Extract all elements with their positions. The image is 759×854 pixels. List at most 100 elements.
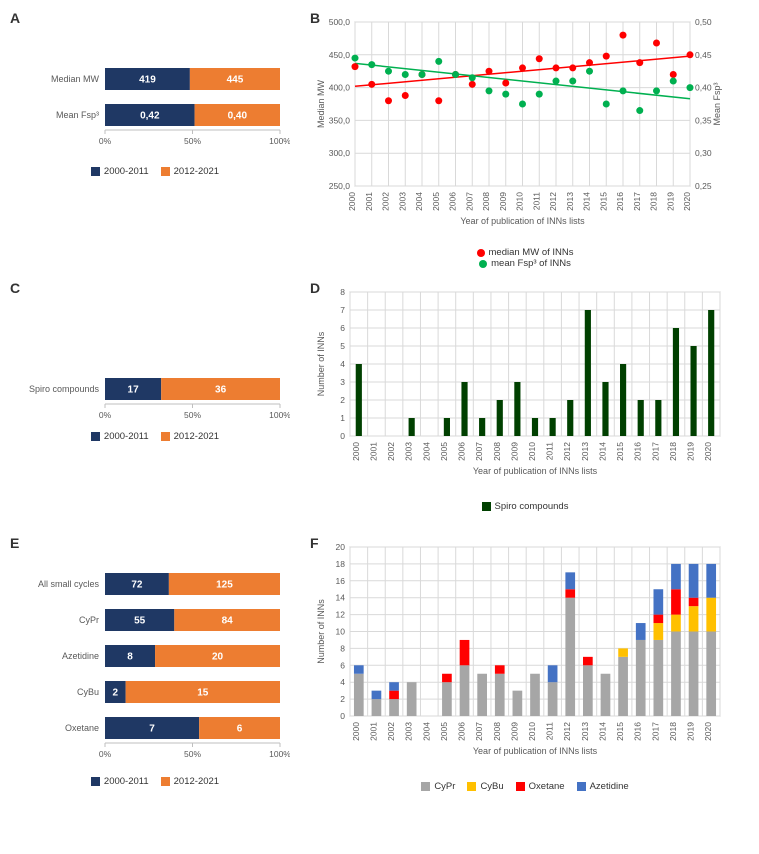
panel: B250,0300,0350,0400,0450,0500,00,250,300… xyxy=(310,10,740,270)
legend-text: CyBu xyxy=(480,781,503,792)
x-tick: 2011 xyxy=(531,192,541,211)
point-red xyxy=(553,64,560,71)
legend-text: Spiro compounds xyxy=(495,501,569,512)
row-label: Spiro compounds xyxy=(29,384,100,394)
legend-item: CyPr xyxy=(421,781,455,792)
x-tick: 2018 xyxy=(649,192,659,211)
x-tick: 2017 xyxy=(632,192,642,211)
y-tick-right: 0,25 xyxy=(695,181,712,191)
x-tick: 100% xyxy=(269,136,290,146)
bar-segment xyxy=(706,598,716,632)
x-tick: 2017 xyxy=(650,722,660,741)
point-green xyxy=(435,58,442,65)
point-red xyxy=(620,32,627,39)
x-tick: 2008 xyxy=(492,722,502,741)
x-tick: 2018 xyxy=(668,722,678,741)
x-tick: 2016 xyxy=(615,192,625,211)
legend-item: 2012-2021 xyxy=(161,166,219,177)
legend-swatch xyxy=(421,782,430,791)
point-red xyxy=(569,64,576,71)
point-green xyxy=(452,71,459,78)
legend-item: 2000-2011 xyxy=(91,431,149,442)
row-label: Median MW xyxy=(51,74,100,84)
x-tick: 50% xyxy=(184,410,201,420)
x-tick: 2009 xyxy=(498,192,508,211)
point-green xyxy=(553,78,560,85)
x-tick: 2001 xyxy=(368,442,378,461)
bar-segment xyxy=(653,589,663,614)
panel: D012345678200020012002200320042005200620… xyxy=(310,280,740,525)
legend-text: 2012-2021 xyxy=(174,776,219,787)
bar-segment xyxy=(689,632,699,717)
bar xyxy=(602,382,608,436)
x-tick: 2020 xyxy=(703,722,713,741)
bar-value: 20 xyxy=(212,652,224,663)
x-tick: 2000 xyxy=(351,722,361,741)
x-tick: 2002 xyxy=(381,192,391,211)
legend-item: CyBu xyxy=(467,781,503,792)
legend-item: 2000-2011 xyxy=(91,776,149,787)
x-tick: 2014 xyxy=(597,442,607,461)
legend-item: 2012-2021 xyxy=(161,431,219,442)
panel-label: A xyxy=(10,10,20,26)
point-red xyxy=(519,64,526,71)
bar-value: 55 xyxy=(134,616,146,627)
bar-segment xyxy=(671,632,681,717)
x-tick: 2015 xyxy=(615,442,625,461)
x-tick: 2005 xyxy=(431,192,441,211)
x-tick: 2013 xyxy=(580,722,590,741)
legend-item: median MW of INNs xyxy=(310,247,740,258)
bar-value: 7 xyxy=(149,724,155,735)
legend-dot xyxy=(477,249,485,257)
bar-segment xyxy=(671,564,681,589)
bar-segment xyxy=(583,657,593,665)
point-red xyxy=(586,59,593,66)
bar-segment xyxy=(565,572,575,589)
x-tick: 2011 xyxy=(545,722,555,741)
point-red xyxy=(687,51,694,58)
point-red xyxy=(603,53,610,60)
x-tick: 50% xyxy=(184,136,201,146)
bar-segment xyxy=(565,598,575,716)
point-red xyxy=(402,92,409,99)
bar-value: 6 xyxy=(237,724,243,735)
x-tick: 0% xyxy=(99,749,112,759)
legend-swatch xyxy=(91,167,100,176)
x-tick: 2008 xyxy=(492,442,502,461)
y-tick: 4 xyxy=(340,359,345,369)
x-tick: 2007 xyxy=(474,442,484,461)
x-tick: 2014 xyxy=(597,722,607,741)
y-label-right: Mean Fsp³ xyxy=(712,82,722,125)
y-tick-left: 300,0 xyxy=(329,148,351,158)
x-tick: 2002 xyxy=(386,722,396,741)
point-green xyxy=(670,78,677,85)
bar xyxy=(585,310,591,436)
y-tick: 6 xyxy=(340,323,345,333)
bar-segment xyxy=(653,623,663,640)
legend-item: 2012-2021 xyxy=(161,776,219,787)
bar-segment xyxy=(389,699,399,716)
x-label: Year of publication of INNs lists xyxy=(460,216,585,226)
legend-swatch xyxy=(161,167,170,176)
panel-label: D xyxy=(310,280,320,296)
legend-text: 2012-2021 xyxy=(174,166,219,177)
point-green xyxy=(352,55,359,62)
y-tick-right: 0,45 xyxy=(695,50,712,60)
row-label: Mean Fsp³ xyxy=(56,110,99,120)
bar-segment xyxy=(530,674,540,716)
panel: CSpiro compounds17360%50%100%2000-201120… xyxy=(10,280,300,525)
bar xyxy=(550,418,556,436)
legend-swatch xyxy=(91,432,100,441)
bar-segment xyxy=(477,674,487,716)
y-tick: 8 xyxy=(340,643,345,653)
bar-segment xyxy=(706,632,716,717)
x-tick: 2012 xyxy=(562,442,572,461)
x-tick: 2010 xyxy=(527,722,537,741)
bar-segment xyxy=(565,589,575,597)
bar-value: 0,40 xyxy=(228,111,248,122)
panel-label: B xyxy=(310,10,320,26)
x-tick: 2012 xyxy=(562,722,572,741)
bar xyxy=(567,400,573,436)
x-tick: 2019 xyxy=(665,192,675,211)
x-tick: 2006 xyxy=(448,192,458,211)
